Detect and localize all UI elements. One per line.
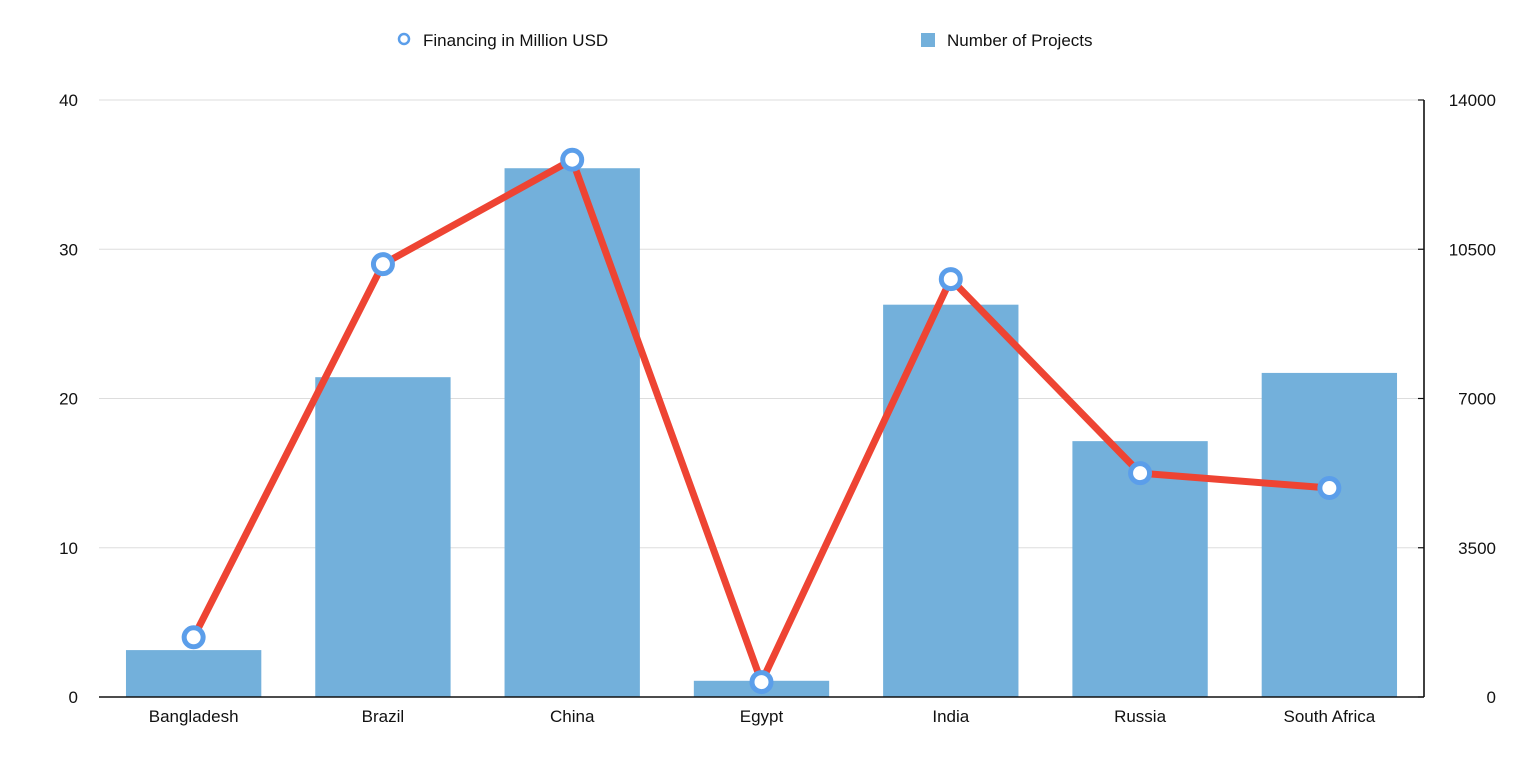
legend-item-financing: Financing in Million USD — [397, 31, 608, 50]
bar — [1261, 372, 1398, 697]
legend: Financing in Million USD Number of Projec… — [397, 31, 1093, 50]
x-tick-label: Egypt — [740, 707, 784, 726]
line-point — [560, 147, 585, 172]
y-right-tick-label: 7000 — [1458, 390, 1496, 409]
y-right-tick-label: 10500 — [1449, 240, 1496, 259]
axis-layer — [99, 99, 1425, 698]
legend-marker-bar — [921, 33, 935, 47]
bar — [315, 377, 451, 697]
legend-label: Number of Projects — [947, 31, 1093, 50]
legend-item-projects: Number of Projects — [921, 31, 1093, 50]
y-right-tick-label: 0 — [1487, 688, 1496, 707]
x-tick-label: India — [932, 707, 969, 726]
y-right-tick-label: 3500 — [1458, 539, 1496, 558]
label-layer: 0 10 20 30 40 0 3500 7000 10500 14000 Bangladesh Br… — [59, 91, 1496, 726]
line-point — [1317, 476, 1342, 501]
y-right-tick-label: 14000 — [1449, 91, 1496, 110]
bar-layer — [125, 168, 1398, 697]
y-left-tick-label: 20 — [59, 390, 78, 409]
bar — [883, 304, 1019, 697]
line-point — [749, 670, 774, 695]
legend-marker-line — [397, 32, 411, 46]
y-left-tick-label: 10 — [59, 539, 78, 558]
y-left-tick-label: 0 — [69, 688, 78, 707]
bar — [504, 168, 640, 697]
x-tick-label: China — [550, 707, 595, 726]
line-point — [370, 252, 395, 277]
line-layer — [181, 147, 1342, 695]
x-tick-label: South Africa — [1284, 707, 1376, 726]
y-left-tick-label: 30 — [59, 240, 78, 259]
legend-label: Financing in Million USD — [423, 31, 608, 50]
bar — [125, 650, 262, 697]
x-tick-label: Russia — [1114, 707, 1167, 726]
line-point — [938, 267, 963, 292]
y-left-tick-label: 40 — [59, 91, 78, 110]
line-point — [1128, 461, 1153, 486]
x-tick-label: Bangladesh — [149, 707, 239, 726]
line-point — [181, 625, 206, 650]
x-tick-label: Brazil — [362, 707, 405, 726]
